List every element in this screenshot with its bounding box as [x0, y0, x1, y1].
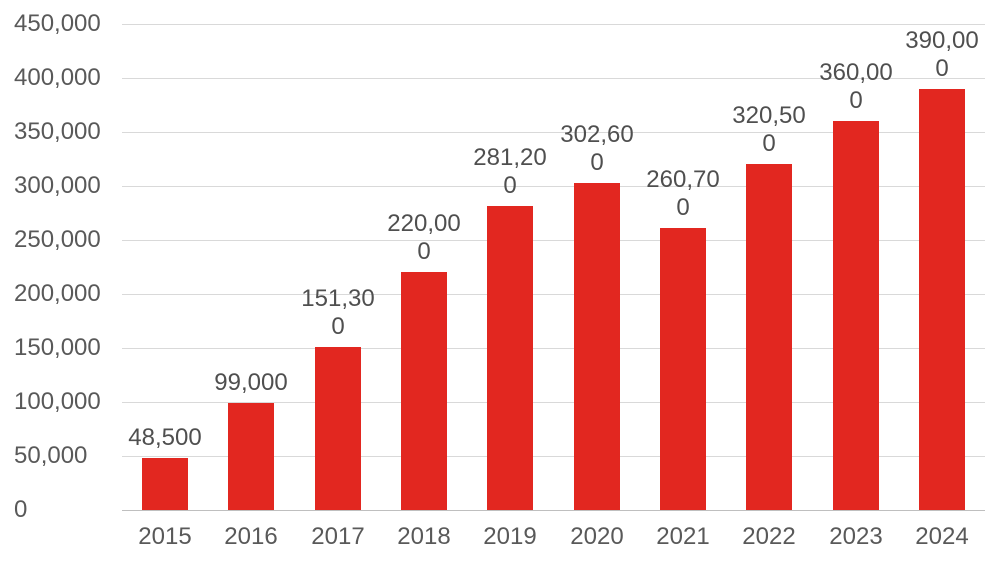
bar-2018 [401, 272, 447, 510]
gridline [122, 78, 985, 79]
data-label-2015: 48,500 [128, 424, 202, 451]
gridline [122, 294, 985, 295]
gridline [122, 348, 985, 349]
x-axis-tick-label: 2022 [742, 523, 796, 550]
bar-2023 [833, 121, 879, 510]
y-axis-tick-label: 400,000 [14, 64, 101, 91]
gridline [122, 240, 985, 241]
x-axis-tick-label: 2018 [397, 523, 451, 550]
x-axis-line [122, 510, 985, 511]
data-label-2019: 281,20 0 [473, 144, 547, 199]
data-label-2016: 99,000 [214, 369, 288, 396]
x-axis-tick-label: 2016 [224, 523, 278, 550]
x-axis-tick-label: 2019 [483, 523, 537, 550]
y-axis-tick-label: 100,000 [14, 388, 101, 415]
bar-2017 [315, 347, 361, 510]
data-label-2021: 260,70 0 [646, 166, 720, 221]
y-axis-tick-label: 450,000 [14, 10, 101, 37]
y-axis-tick-label: 200,000 [14, 280, 101, 307]
bar-2019 [487, 206, 533, 510]
gridline [122, 132, 985, 133]
gridline [122, 456, 985, 457]
data-label-2020: 302,60 0 [560, 121, 634, 176]
x-axis-tick-label: 2023 [829, 523, 883, 550]
y-axis-tick-label: 300,000 [14, 172, 101, 199]
gridline [122, 186, 985, 187]
data-label-2022: 320,50 0 [732, 102, 806, 157]
x-axis-tick-label: 2017 [311, 523, 365, 550]
data-label-2018: 220,00 0 [387, 210, 461, 265]
bar-2015 [142, 458, 188, 510]
y-axis-tick-label: 50,000 [14, 442, 88, 469]
gridline [122, 402, 985, 403]
data-label-2017: 151,30 0 [301, 285, 375, 340]
bar-2016 [228, 403, 274, 510]
x-axis-tick-label: 2020 [570, 523, 624, 550]
y-axis-tick-label: 250,000 [14, 226, 101, 253]
data-label-2024: 390,00 0 [905, 27, 979, 82]
data-label-2023: 360,00 0 [819, 59, 893, 114]
gridline [122, 24, 985, 25]
x-axis-tick-label: 2015 [138, 523, 192, 550]
y-axis-tick-label: 150,000 [14, 334, 101, 361]
bar-2024 [919, 89, 965, 510]
x-axis-tick-label: 2024 [915, 523, 969, 550]
bar-2021 [660, 228, 706, 510]
bar-2020 [574, 183, 620, 510]
y-axis-tick-label: 350,000 [14, 118, 101, 145]
x-axis-tick-label: 2021 [656, 523, 710, 550]
bar-2022 [746, 164, 792, 510]
y-axis-tick-label: 0 [14, 496, 28, 523]
